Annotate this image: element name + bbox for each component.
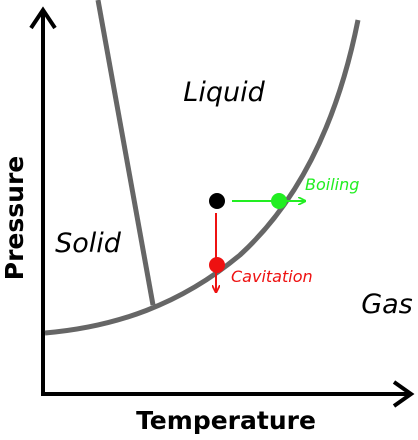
melting-curve [95, 0, 156, 306]
solid-region-label: Solid [55, 228, 122, 259]
phase-boundaries [44, 0, 361, 336]
axes [29, 6, 415, 408]
x-axis-arrowhead [392, 380, 415, 408]
cavitation-point-marker [209, 257, 225, 273]
gas-region-label: Gas [361, 289, 413, 320]
vaporization-curve [44, 19, 361, 336]
y-axis-arrowhead [29, 6, 57, 30]
liquid-region-label: Liquid [183, 77, 265, 108]
start-state-point [209, 193, 225, 209]
y-axis-label: Pressure [0, 156, 29, 280]
cavitation-label: Cavitation [231, 267, 313, 286]
boiling-point-marker [271, 193, 287, 209]
boiling-label: Boiling [305, 175, 359, 194]
x-axis-label: Temperature [136, 406, 316, 435]
